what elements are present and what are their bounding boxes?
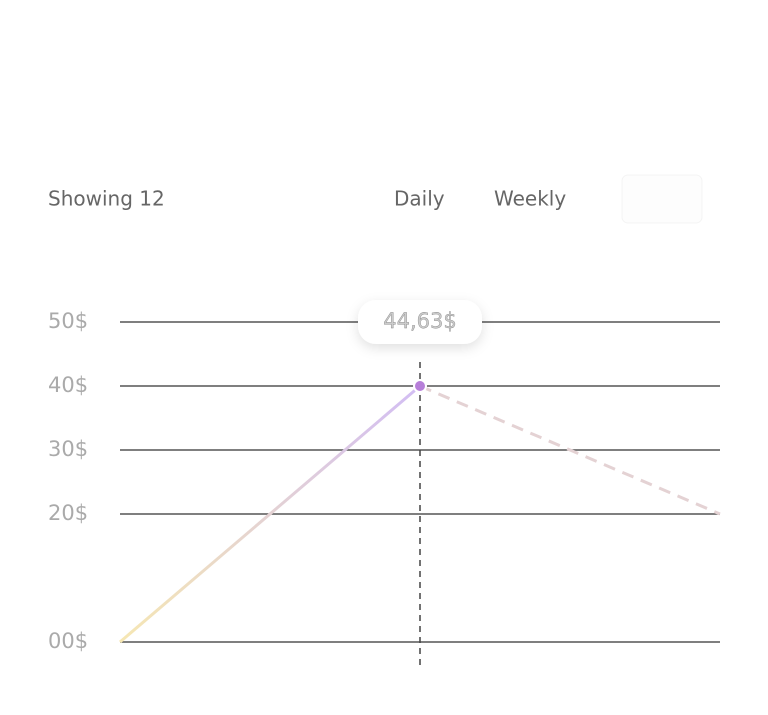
line-solid	[119, 384, 421, 644]
tab-daily[interactable]: Daily	[394, 187, 445, 211]
tab-weekly[interactable]: Weekly	[494, 187, 566, 211]
y-tick-label: 30$	[48, 437, 88, 461]
y-tick-label: 00$	[48, 629, 88, 653]
line-dashed	[419, 384, 721, 516]
y-tick-label: 50$	[48, 309, 88, 333]
point	[413, 379, 427, 393]
y-tick-label: 40$	[48, 373, 88, 397]
y-tick-label: 20$	[48, 501, 88, 525]
tooltip-box	[358, 300, 482, 344]
tooltip-text: 44,63$	[383, 309, 456, 333]
showing-label: Showing 12	[48, 187, 165, 211]
tab-empty[interactable]	[621, 174, 703, 224]
